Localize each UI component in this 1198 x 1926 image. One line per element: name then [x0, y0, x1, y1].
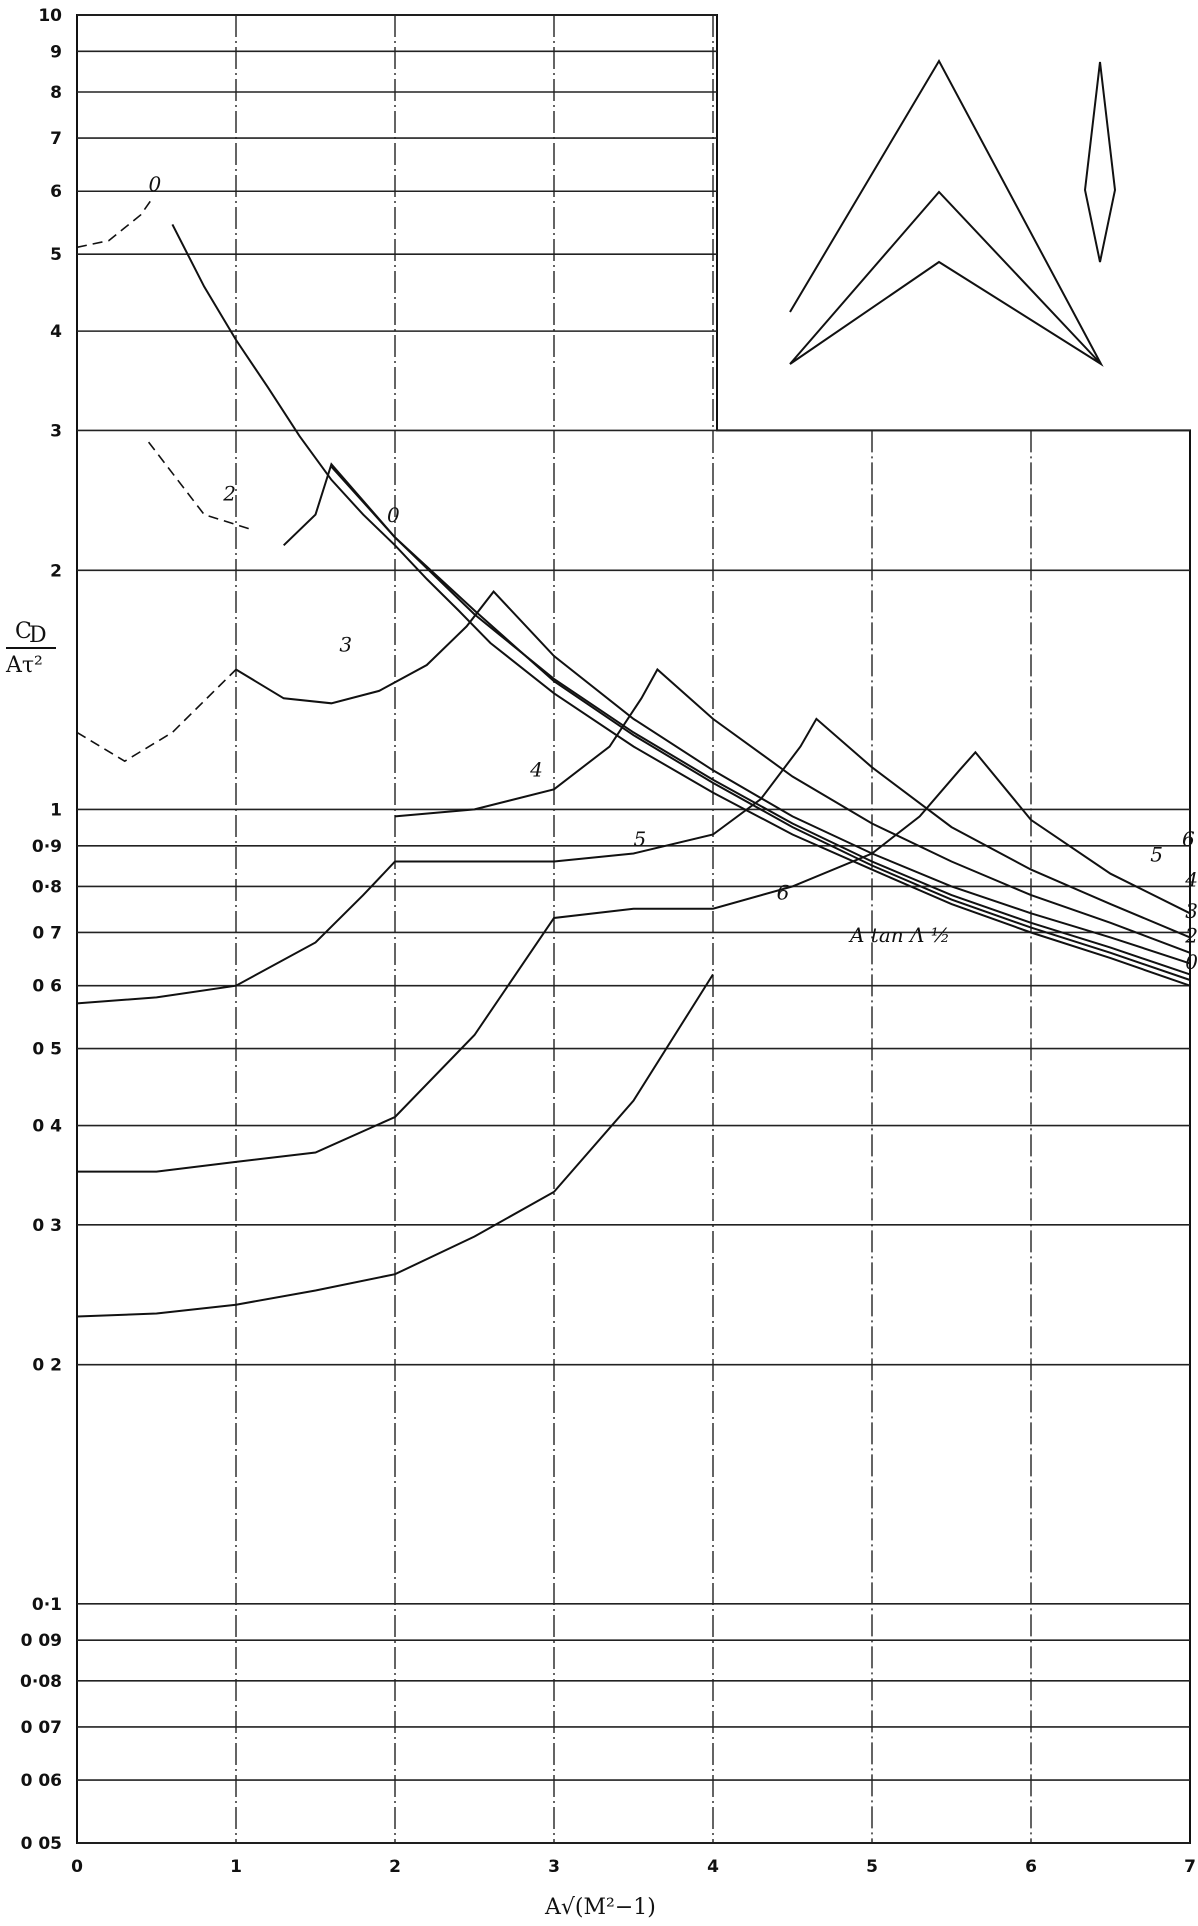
y-tick-label-11: 0 7	[32, 923, 62, 943]
y-tick-label-15: 2	[50, 561, 62, 581]
y-tick-label-2: 0 07	[21, 1718, 62, 1738]
y-tick-label-0: 0 05	[21, 1834, 62, 1854]
y-tick-label-23: 10	[38, 6, 62, 26]
y-tick-label-14: 1	[50, 800, 62, 820]
curve-label-8: 6	[1182, 827, 1195, 851]
curve-label-7: 5	[1150, 842, 1163, 866]
y-tick-label-8: 0 4	[32, 1117, 62, 1137]
y-tick-label-22: 9	[50, 42, 62, 62]
y-tick-label-10: 0 6	[32, 977, 62, 997]
y-tick-label-1: 0 06	[21, 1771, 62, 1791]
curve-label-6: 6	[777, 881, 790, 905]
y-tick-label-13: 0·9	[32, 837, 62, 857]
x-tick-label-0: 0	[71, 1857, 83, 1877]
y-tick-label-16: 3	[50, 421, 62, 441]
x-tick-label-4: 4	[707, 1857, 719, 1877]
y-tick-label-5: 0·1	[32, 1595, 62, 1615]
x-tick-label-7: 7	[1184, 1857, 1196, 1877]
y-tick-label-4: 0 09	[21, 1631, 62, 1651]
x-tick-label-2: 2	[389, 1857, 401, 1877]
curve-label-0: 0	[149, 172, 162, 196]
series-line-7	[76, 973, 714, 1318]
grid: 0 050 060 070·080 090·10 20 30 40 50 60 …	[20, 6, 1196, 1877]
planform-insets	[789, 58, 1117, 367]
x-tick-label-5: 5	[866, 1857, 878, 1877]
y-axis-title-sub: D	[29, 623, 47, 648]
curve-label-11: 2	[1184, 923, 1198, 947]
y-axis-title-den: Aτ²	[5, 653, 43, 678]
curve-label-1: 2	[222, 481, 236, 505]
curve-label-12: 0	[1185, 950, 1198, 974]
series-line-6	[77, 750, 1191, 1173]
y-tick-label-19: 6	[50, 182, 62, 202]
series-dashed-extension-3	[76, 668, 237, 763]
series-line-0	[171, 223, 1191, 987]
y-axis-title: C D Aτ²	[5, 619, 56, 678]
x-axis-title: A√(M²−1)	[544, 1895, 656, 1920]
y-axis-title-num: C	[15, 619, 32, 644]
series-dashed-extension-0	[76, 196, 154, 249]
curve-label-3: 3	[339, 633, 352, 657]
curve-label-5: 5	[634, 827, 647, 851]
series-line-3	[235, 590, 1191, 965]
y-tick-label-9: 0 5	[32, 1040, 62, 1060]
y-tick-label-20: 7	[50, 129, 62, 149]
y-tick-label-7: 0 3	[32, 1216, 62, 1236]
y-tick-label-18: 5	[50, 245, 62, 265]
arrow-wing-planform-inset	[789, 58, 1104, 367]
series-line-2	[283, 462, 1191, 976]
x-tick-label-3: 3	[548, 1857, 560, 1877]
y-tick-label-3: 0·08	[20, 1672, 62, 1692]
y-tick-label-17: 4	[50, 322, 62, 342]
series-line-1	[330, 466, 1191, 981]
series-line-4	[394, 667, 1191, 954]
y-tick-label-12: 0·8	[32, 877, 62, 897]
curve-label-10: 3	[1185, 899, 1198, 923]
y-tick-label-21: 8	[50, 83, 62, 103]
curve-label-4: 4	[529, 758, 543, 782]
x-tick-label-6: 6	[1025, 1857, 1037, 1877]
labels: C D Aτ² A√(M²−1) A tan Λ ½	[5, 619, 950, 1920]
curve-label-2: 0	[387, 503, 400, 527]
x-tick-label-1: 1	[230, 1857, 242, 1877]
diamond-planform-inset	[1083, 61, 1117, 263]
series-line-5	[76, 717, 1191, 1005]
y-tick-label-6: 0 2	[32, 1356, 62, 1376]
parameter-label: A tan Λ ½	[848, 923, 950, 947]
curve-label-9: 4	[1184, 867, 1198, 891]
